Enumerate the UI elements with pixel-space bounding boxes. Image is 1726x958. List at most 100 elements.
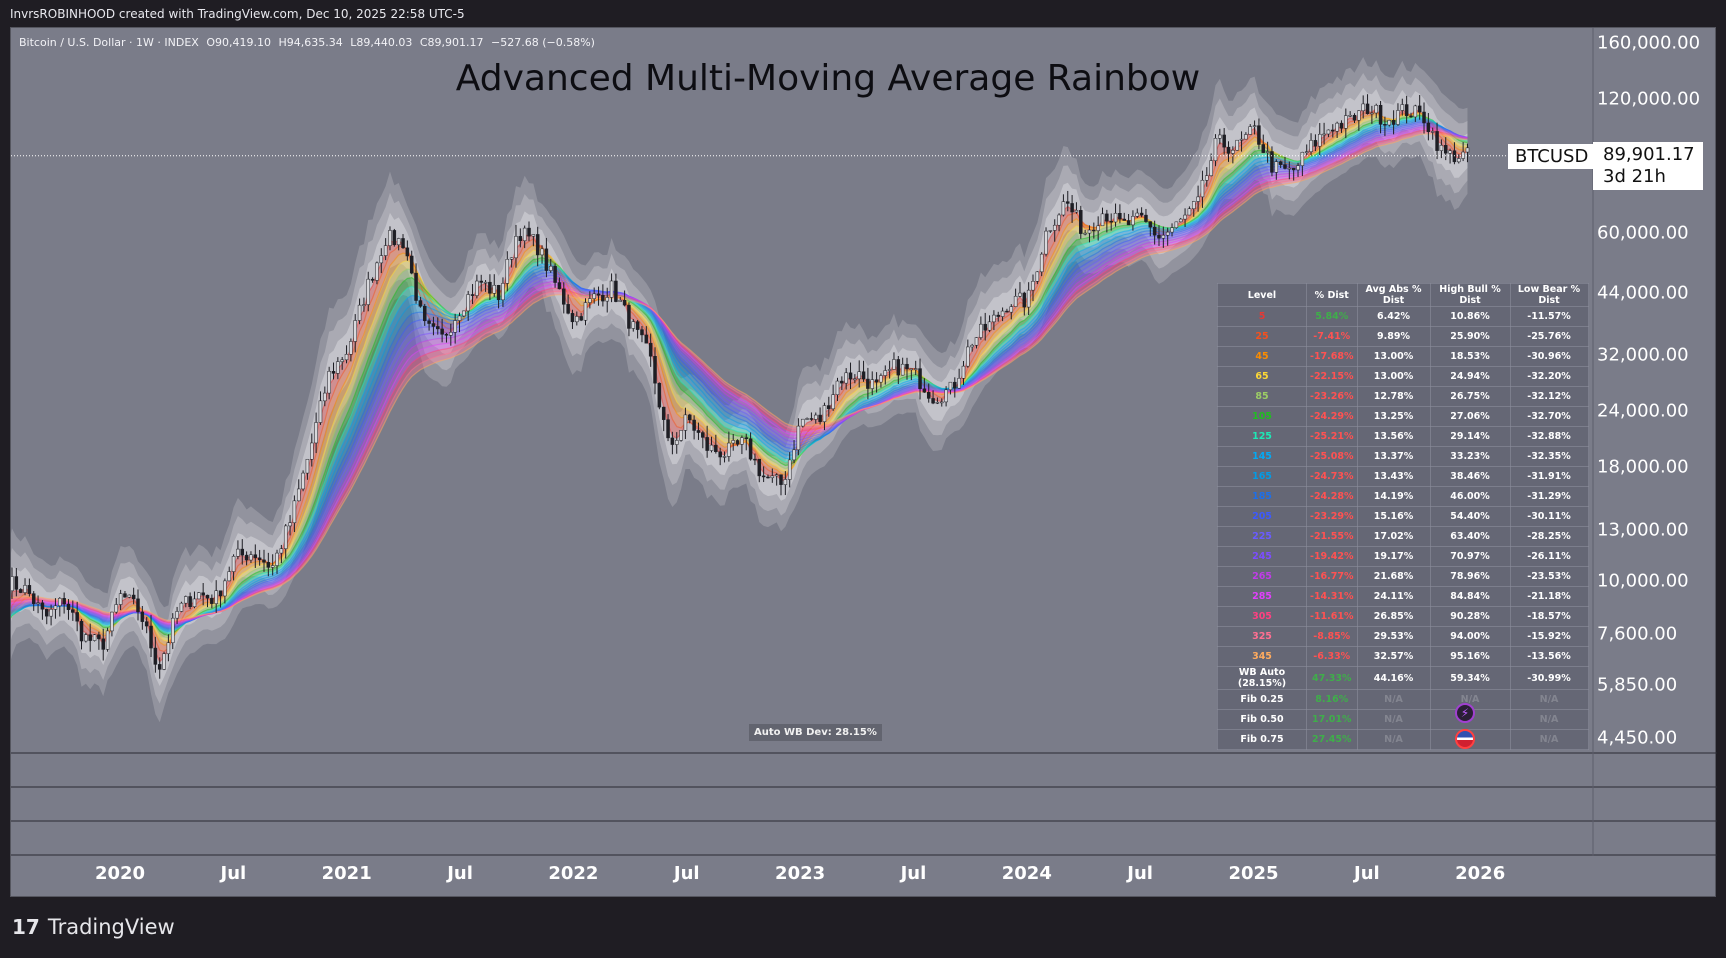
last-price-tag: 89,901.17 3d 21h [1593, 142, 1703, 190]
cell-dist: -16.77% [1306, 566, 1358, 587]
candle [874, 379, 879, 383]
candle [1361, 103, 1365, 112]
candle [475, 280, 479, 296]
cell-dist: 8.16% [1306, 689, 1358, 710]
ma-line-125 [11, 116, 1468, 635]
candle [1178, 218, 1183, 223]
candle [770, 475, 775, 479]
cell-avg: 29.53% [1356, 626, 1431, 647]
symbol-price-tag: BTCUSD [1508, 144, 1596, 169]
candle [1105, 213, 1109, 222]
candle [227, 571, 231, 582]
candle [1365, 103, 1370, 115]
y-tick-label: 120,000.00 [1597, 88, 1701, 110]
candle [1009, 306, 1014, 313]
cell-avg: 44.16% [1356, 666, 1431, 690]
y-tick-label: 10,000.00 [1597, 570, 1689, 592]
candle [1222, 134, 1226, 148]
candle [814, 414, 818, 420]
table-row: 345 -6.33% 32.57% 95.16% -13.56% [1217, 646, 1589, 667]
candle [1057, 214, 1061, 226]
cell-high: 27.06% [1429, 406, 1511, 427]
cell-avg: 26.85% [1356, 606, 1431, 627]
candle [210, 597, 214, 604]
cell-level: 305 [1217, 606, 1307, 627]
candle [179, 602, 184, 612]
candle [857, 371, 861, 380]
candle [1209, 160, 1213, 176]
y-tick-label: 24,000.00 [1597, 400, 1689, 422]
candle [1257, 125, 1261, 145]
candle [844, 372, 848, 384]
cell-level: 5 [1217, 306, 1307, 327]
candle [1244, 134, 1248, 140]
us-flag-icon[interactable] [1455, 729, 1475, 749]
cell-level: 285 [1217, 586, 1307, 607]
tradingview-logo[interactable]: 𝟭𝟳 TradingView [12, 915, 175, 939]
cell-high: 54.40% [1429, 506, 1511, 527]
candle [1152, 226, 1157, 236]
candle [218, 590, 223, 597]
candle [36, 602, 40, 605]
cell-dist: -17.68% [1306, 346, 1358, 367]
candle [466, 294, 470, 312]
candle [531, 234, 536, 237]
candle [966, 346, 970, 367]
candle [575, 316, 579, 323]
candle [740, 437, 744, 445]
cell-dist: -24.29% [1306, 406, 1358, 427]
candle [883, 370, 888, 376]
cell-low: -30.99% [1509, 666, 1589, 690]
y-tick-label: 32,000.00 [1597, 344, 1689, 366]
candle [588, 298, 592, 303]
ma-line-145 [11, 117, 1468, 633]
candle [23, 585, 27, 593]
table-row: 105 -24.29% 13.25% 27.06% -32.70% [1217, 406, 1589, 427]
candle [627, 304, 631, 329]
ma-line-205 [11, 121, 1468, 629]
candle [305, 458, 310, 474]
candle [957, 378, 961, 389]
candle [961, 365, 966, 379]
candle [618, 300, 623, 302]
candle [375, 262, 379, 281]
ohlc-legend: Bitcoin / U.S. Dollar · 1W · INDEX O90,4… [19, 36, 599, 49]
cell-avg: 24.11% [1356, 586, 1431, 607]
symbol-name[interactable]: Bitcoin / U.S. Dollar · 1W · INDEX [19, 36, 199, 49]
ma-line-305 [11, 129, 1468, 624]
candle [449, 332, 453, 336]
close-value: C89,901.17 [419, 36, 484, 49]
candle [1118, 212, 1122, 220]
candle [366, 278, 371, 305]
candle [1344, 115, 1348, 129]
cell-high: 90.28% [1429, 606, 1511, 627]
candle [1039, 253, 1044, 273]
candle [696, 430, 701, 433]
candle [1218, 134, 1222, 139]
candle [870, 379, 874, 389]
candle [97, 634, 101, 640]
candle [1165, 231, 1170, 236]
candle [253, 554, 258, 559]
candle [718, 451, 722, 458]
cell-dist: -14.31% [1306, 586, 1358, 607]
candle [140, 611, 145, 622]
y-tick-label: 60,000.00 [1597, 222, 1689, 244]
table-row: 265 -16.77% 21.68% 78.96% -23.53% [1217, 566, 1589, 587]
y-tick-label: 44,000.00 [1597, 282, 1689, 304]
candle [1170, 227, 1174, 233]
candle [1417, 105, 1422, 113]
cell-level: 65 [1217, 366, 1307, 387]
table-row: 245 -19.42% 19.17% 70.97% -26.11% [1217, 546, 1589, 567]
candle [414, 272, 418, 301]
candle [457, 315, 462, 321]
candle [249, 554, 253, 561]
candle [926, 392, 931, 399]
table-header: % Dist [1306, 283, 1358, 307]
high-value: H94,635.34 [278, 36, 343, 49]
price-chart[interactable] [11, 28, 1717, 898]
cell-dist: -7.41% [1306, 326, 1358, 347]
lightning-icon[interactable]: ⚡ [1455, 703, 1475, 723]
candle [1339, 122, 1344, 129]
candle [596, 293, 601, 296]
